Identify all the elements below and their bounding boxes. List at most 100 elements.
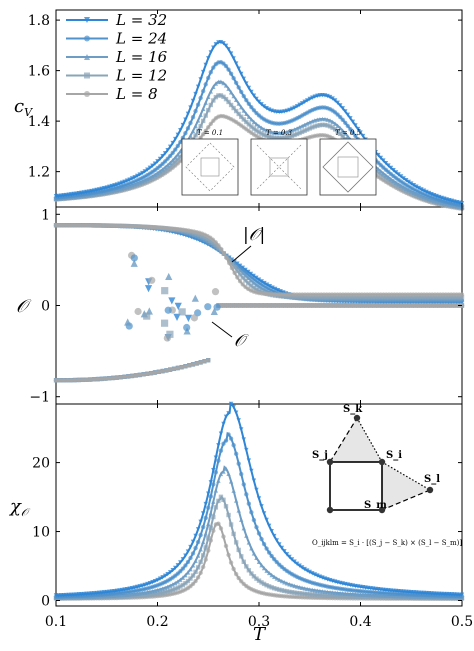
vertex-label: S_j: [312, 450, 328, 461]
O-zero-marker-4: [451, 303, 457, 308]
cv-series-0-marker: [185, 111, 191, 117]
chi-series-1-marker: [241, 482, 246, 487]
cv-series-2-marker: [188, 133, 193, 138]
abs-O-series-3-marker: [359, 295, 365, 300]
chi-series-1-marker: [195, 539, 201, 545]
chi-series-3-marker: [246, 568, 252, 573]
chi-series-2-marker: [246, 540, 252, 545]
cv-series-0-marker: [421, 188, 427, 193]
cv-series-3-marker: [396, 184, 401, 189]
y-tick-label: 1.6: [28, 64, 50, 80]
O-neg-marker-4: [110, 375, 116, 381]
chi-series-3-marker: [297, 591, 302, 596]
O-scatter-point: [130, 259, 138, 267]
annotation-abs-O: |𝒪|: [243, 225, 265, 245]
chi-series-0-marker: [190, 539, 196, 545]
chi-series-2-marker: [198, 547, 203, 552]
O-zero-marker-4: [240, 303, 245, 308]
chi-series-1-marker: [198, 532, 203, 538]
chi-series-2-marker: [249, 546, 254, 551]
cv-series-1-marker: [338, 114, 343, 120]
chi-series-3-marker: [233, 540, 239, 545]
chi-series-3-marker: [317, 592, 323, 598]
chi-series-3-marker: [135, 593, 140, 599]
chi-series-0-marker: [289, 557, 295, 562]
O-zero-marker-4: [423, 303, 428, 308]
O-neg-marker-4: [80, 377, 85, 383]
cv-series-3-marker: [327, 124, 333, 129]
O-zero-marker-4: [317, 303, 323, 308]
chi-series-3-marker: [249, 571, 254, 576]
O-scatter-point: [148, 276, 156, 284]
chi-series-0-marker: [294, 561, 300, 567]
abs-O-series-3-marker: [362, 295, 367, 300]
chi-series-3-marker: [261, 581, 267, 587]
cv-series-0-marker: [147, 165, 153, 171]
y-tick-label: 1.2: [28, 165, 50, 181]
cv-series-1-marker: [343, 120, 348, 126]
cv-series-3-marker: [160, 170, 165, 175]
cv-series-3-marker: [277, 135, 282, 141]
abs-O-series-3-marker: [321, 295, 327, 300]
cv-series-3-marker: [282, 135, 287, 140]
chi-series-4-marker: [223, 543, 229, 549]
cv-series-0-marker: [200, 69, 206, 75]
abs-O-series-0-marker: [254, 275, 259, 281]
cv-series-2-marker: [155, 170, 160, 176]
cv-series-0-marker: [228, 51, 234, 56]
cv-series-2-marker: [162, 165, 168, 170]
cv-series-0-marker: [353, 123, 358, 128]
O-zero-marker-4: [325, 303, 331, 308]
cv-series-1-marker: [193, 108, 198, 114]
O-neg-marker-4: [156, 369, 161, 375]
chi-series-0-marker: [282, 549, 287, 554]
chi-series-0-marker: [266, 523, 272, 529]
O-zero-marker-4: [427, 303, 432, 308]
inset-label: T = 0.5: [335, 129, 362, 137]
cv-series-3-marker: [381, 174, 386, 179]
spin-site: [326, 458, 334, 466]
chi-series-4-marker: [193, 578, 198, 584]
abs-O-series-4-marker: [237, 279, 243, 284]
spin-site: [326, 506, 334, 514]
inset-diamond: [322, 141, 374, 193]
cv-series-0-marker: [175, 132, 180, 138]
chi-series-3-marker: [284, 589, 290, 594]
chi-series-2-marker: [178, 577, 183, 582]
plaquette-square: [329, 461, 383, 511]
chi-series-2-marker: [231, 488, 236, 493]
O-zero-marker-4: [338, 303, 343, 308]
cv-series-3-marker: [289, 133, 295, 139]
O-scatter-point: [173, 313, 181, 321]
cv-series-0-marker: [287, 107, 292, 113]
O-neg-marker-4: [202, 359, 207, 364]
cv-series-2-marker: [206, 94, 211, 100]
cv-series-2-marker: [254, 121, 259, 127]
cv-series-0-marker: [312, 94, 318, 99]
abs-O-series-0-marker: [267, 284, 273, 289]
O-neg-marker-4: [118, 375, 123, 380]
cv-series-0-marker: [261, 104, 267, 109]
cv-series-0-marker: [305, 98, 310, 103]
cv-series-2-marker: [325, 117, 330, 122]
O-zero-marker-4: [366, 303, 371, 308]
cv-series-0-marker: [376, 152, 381, 158]
abs-O-series-3-marker: [367, 295, 373, 300]
edge-lm: [381, 489, 431, 511]
cv-series-2-marker: [416, 192, 422, 198]
cv-series-3-marker: [251, 126, 257, 131]
chi-series-1-marker: [200, 524, 206, 530]
x-tick-label: 0.1: [45, 614, 67, 630]
abs-O-series-3-marker: [421, 295, 427, 300]
cv-series-0-marker: [294, 104, 300, 109]
cv-series-3-marker: [294, 131, 300, 137]
edge-ki: [356, 417, 383, 463]
abs-O-series-3-marker: [286, 294, 291, 299]
chi-series-3-marker: [160, 590, 165, 595]
cv-series-2-marker: [173, 155, 178, 160]
cv-series-3-marker: [155, 173, 160, 178]
chi-series-3-marker: [307, 592, 312, 597]
cv-series-0-marker: [391, 168, 396, 173]
chi-series-3-marker: [320, 593, 325, 598]
cv-series-0-marker: [86, 189, 92, 194]
